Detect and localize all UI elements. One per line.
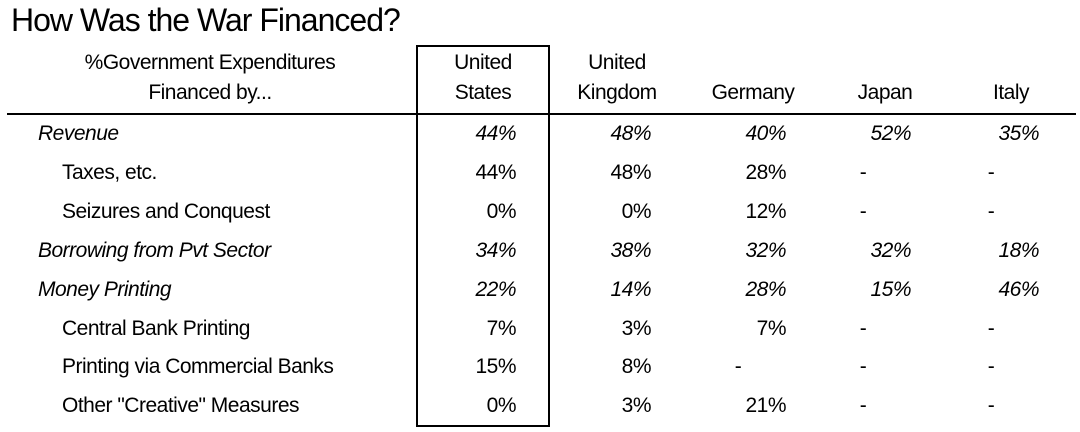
table-cell: - bbox=[987, 199, 995, 223]
table-cell: 22% bbox=[475, 277, 516, 301]
row-label: Taxes, etc. bbox=[62, 160, 157, 184]
table-cell: - bbox=[987, 394, 995, 418]
row-label: Borrowing from Pvt Sector bbox=[38, 238, 271, 262]
row-label: Other "Creative" Measures bbox=[62, 394, 300, 418]
table-row: Seizures and Conquest 0% 0% 12% - - bbox=[0, 193, 1080, 231]
table-cell: - bbox=[859, 199, 867, 223]
table-cell: - bbox=[987, 160, 995, 184]
table-cell: 35% bbox=[998, 122, 1039, 145]
table-row: Taxes, etc. 44% 48% 28% - - bbox=[0, 154, 1080, 192]
row-label: Money Printing bbox=[38, 277, 172, 301]
column-header-line2: States bbox=[454, 81, 512, 104]
table-cell: 44% bbox=[475, 122, 516, 145]
column-header-united-kingdom: United Kingdom bbox=[547, 48, 687, 108]
table-cell: 38% bbox=[610, 238, 651, 262]
table-cell: 7% bbox=[486, 316, 517, 340]
table-cell: - bbox=[859, 355, 867, 379]
table-cell: - bbox=[734, 355, 742, 379]
table-cell: 34% bbox=[475, 238, 516, 262]
table-cell: 12% bbox=[745, 199, 786, 223]
column-header-japan: Japan bbox=[815, 48, 955, 108]
header-divider bbox=[7, 113, 1076, 115]
table-row: Borrowing from Pvt Sector 34% 38% 32% 32% 18% bbox=[0, 232, 1080, 270]
table-row: Central Bank Printing 7% 3% 7% - - bbox=[0, 310, 1080, 348]
table-cell: 48% bbox=[610, 160, 651, 184]
column-header-italy: Italy bbox=[941, 48, 1080, 108]
row-label: Printing via Commercial Banks bbox=[62, 355, 334, 379]
row-label-header-line1: %Government Expenditures bbox=[84, 51, 336, 74]
table-cell: - bbox=[987, 316, 995, 340]
column-header-line1 bbox=[941, 48, 1080, 78]
table-cell: 14% bbox=[610, 277, 651, 301]
table-row: Printing via Commercial Banks 15% 8% - - - bbox=[0, 348, 1080, 386]
row-label-header: %Government Expenditures Financed by... bbox=[40, 48, 380, 108]
table-cell: 0% bbox=[621, 199, 652, 223]
table-cell: - bbox=[859, 160, 867, 184]
table-cell: 28% bbox=[745, 160, 786, 184]
column-header-line1: United bbox=[454, 51, 512, 74]
row-label: Seizures and Conquest bbox=[62, 199, 270, 223]
column-header-line1: United bbox=[588, 51, 646, 74]
page-title: How Was the War Financed? bbox=[11, 2, 401, 38]
column-header-germany: Germany bbox=[683, 48, 823, 108]
table-cell: 0% bbox=[486, 394, 517, 418]
table-cell: 32% bbox=[745, 238, 786, 262]
table-cell: - bbox=[859, 394, 867, 418]
table-row: Other "Creative" Measures 0% 3% 21% - - bbox=[0, 387, 1080, 425]
table-cell: 18% bbox=[998, 238, 1039, 262]
table-cell: 52% bbox=[870, 122, 911, 145]
table-cell: 3% bbox=[621, 394, 652, 418]
table-cell: 15% bbox=[870, 277, 911, 301]
column-header-line1 bbox=[815, 48, 955, 78]
table-row: Money Printing 22% 14% 28% 15% 46% bbox=[0, 271, 1080, 309]
table-row: Revenue 44% 48% 40% 52% 35% bbox=[0, 115, 1080, 153]
table-cell: 40% bbox=[745, 122, 786, 145]
united-states-highlight-box bbox=[416, 45, 550, 427]
table-cell: 28% bbox=[745, 277, 786, 301]
column-header-line2: Germany bbox=[711, 81, 795, 104]
column-header-line2: Japan bbox=[857, 81, 913, 104]
table-cell: 21% bbox=[745, 394, 786, 418]
column-header-line2: Kingdom bbox=[577, 81, 657, 104]
table-cell: 48% bbox=[610, 122, 651, 145]
table-cell: 0% bbox=[486, 199, 517, 223]
column-header-line1 bbox=[683, 48, 823, 78]
table-cell: 8% bbox=[621, 355, 652, 379]
row-label: Revenue bbox=[38, 122, 119, 145]
table-cell: - bbox=[987, 355, 995, 379]
row-label: Central Bank Printing bbox=[62, 316, 250, 340]
table-cell: 3% bbox=[621, 316, 652, 340]
table-cell: 44% bbox=[475, 160, 516, 184]
table-cell: 7% bbox=[756, 316, 787, 340]
column-header-united-states: United States bbox=[413, 48, 553, 108]
table-cell: 46% bbox=[998, 277, 1039, 301]
column-header-line2: Italy bbox=[992, 81, 1030, 104]
row-label-header-line2: Financed by... bbox=[148, 81, 272, 104]
table-cell: 32% bbox=[870, 238, 911, 262]
table-cell: - bbox=[859, 316, 867, 340]
table-cell: 15% bbox=[475, 355, 516, 379]
